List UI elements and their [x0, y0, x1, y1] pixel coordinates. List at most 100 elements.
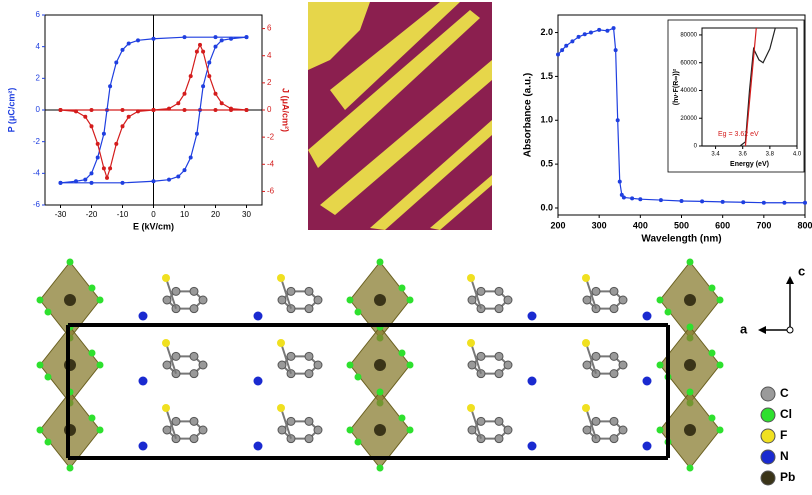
data-point [127, 115, 131, 119]
c-atom [172, 417, 180, 425]
pb-atom [64, 294, 76, 306]
cl-atom [709, 350, 716, 357]
y2-axis-label: J (μA/cm²) [281, 88, 291, 132]
data-point [762, 201, 766, 205]
data-point [195, 50, 199, 54]
y-tick-label: -6 [33, 200, 41, 209]
cl-atom [45, 309, 52, 316]
data-point [207, 61, 211, 65]
data-point [167, 178, 171, 182]
data-point [589, 31, 593, 35]
arrow-head [786, 276, 794, 284]
f-atom [162, 404, 170, 412]
n-atom [643, 312, 652, 321]
n-atom [643, 442, 652, 451]
c-atom [305, 352, 313, 360]
data-point [198, 43, 202, 47]
data-point [176, 101, 180, 105]
x-tick-label: 3.6 [739, 152, 748, 158]
cl-atom [407, 297, 414, 304]
data-point [583, 32, 587, 36]
y-tick-label: 2 [36, 73, 41, 82]
data-point [680, 199, 684, 203]
data-point [121, 48, 125, 52]
n-atom [528, 442, 537, 451]
f-atom [467, 339, 475, 347]
cl-atom [657, 362, 664, 369]
c-atom [314, 296, 322, 304]
x-axis-label: E (kV/cm) [133, 221, 174, 231]
data-point [638, 197, 642, 201]
c-atom [287, 417, 295, 425]
y-tick-label: 1.5 [540, 71, 553, 81]
c-atom [305, 370, 313, 378]
cl-atom [717, 427, 724, 434]
inset-background [668, 20, 804, 172]
c-atom [190, 417, 198, 425]
data-point [90, 108, 94, 112]
y-tick-label: 60000 [680, 60, 697, 66]
c-atom [477, 287, 485, 295]
cl-atom [687, 389, 694, 396]
y2-tick-label: 4 [267, 51, 272, 60]
data-point [741, 200, 745, 204]
n-atom [528, 312, 537, 321]
data-point [782, 201, 786, 205]
data-point [90, 181, 94, 185]
n-atom [139, 377, 148, 386]
x-tick-label: 700 [756, 220, 771, 230]
pfm-image [308, 2, 492, 230]
c-atom [163, 296, 171, 304]
legend-label: Pb [780, 470, 795, 484]
y-axis-label: P (μC/cm²) [6, 88, 16, 133]
data-point [90, 124, 94, 128]
cl-atom [377, 389, 384, 396]
y-tick-label: 1.0 [540, 115, 553, 125]
cl-atom [97, 297, 104, 304]
n-atom [139, 312, 148, 321]
x-tick-label: 4.0 [793, 152, 802, 158]
y-tick-label: 20000 [680, 116, 697, 122]
data-point [614, 48, 618, 52]
cl-atom [377, 259, 384, 266]
f-atom [582, 274, 590, 282]
c-atom [190, 435, 198, 443]
c-atom [199, 296, 207, 304]
c-atom [583, 426, 591, 434]
x-tick-label: 3.4 [711, 152, 720, 158]
data-point [96, 156, 100, 160]
c-atom [190, 287, 198, 295]
data-point [121, 108, 125, 112]
f-atom [162, 339, 170, 347]
legend-label: N [780, 449, 789, 463]
x-axis-label: Energy (eV) [730, 161, 769, 168]
data-point [183, 92, 187, 96]
legend-swatch [761, 450, 775, 464]
c-atom [619, 361, 627, 369]
c-atom [592, 417, 600, 425]
cl-atom [89, 415, 96, 422]
y2-tick-label: -4 [267, 159, 275, 168]
data-point [616, 118, 620, 122]
data-point [564, 44, 568, 48]
c-atom [504, 361, 512, 369]
data-point [152, 37, 156, 41]
cl-atom [399, 350, 406, 357]
axis-label: c [798, 263, 805, 278]
n-atom [254, 377, 263, 386]
data-point [59, 181, 63, 185]
c-atom [610, 370, 618, 378]
f-atom [582, 339, 590, 347]
data-point [189, 74, 193, 78]
c-atom [592, 352, 600, 360]
annotation: Eg = 3.62 eV [718, 131, 759, 138]
c-atom [314, 426, 322, 434]
data-point [102, 166, 106, 170]
f-atom [162, 274, 170, 282]
c-atom [468, 361, 476, 369]
c-atom [468, 426, 476, 434]
c-atom [305, 417, 313, 425]
x-tick-label: 600 [715, 220, 730, 230]
c-atom [504, 426, 512, 434]
y-tick-label: -2 [33, 137, 41, 146]
